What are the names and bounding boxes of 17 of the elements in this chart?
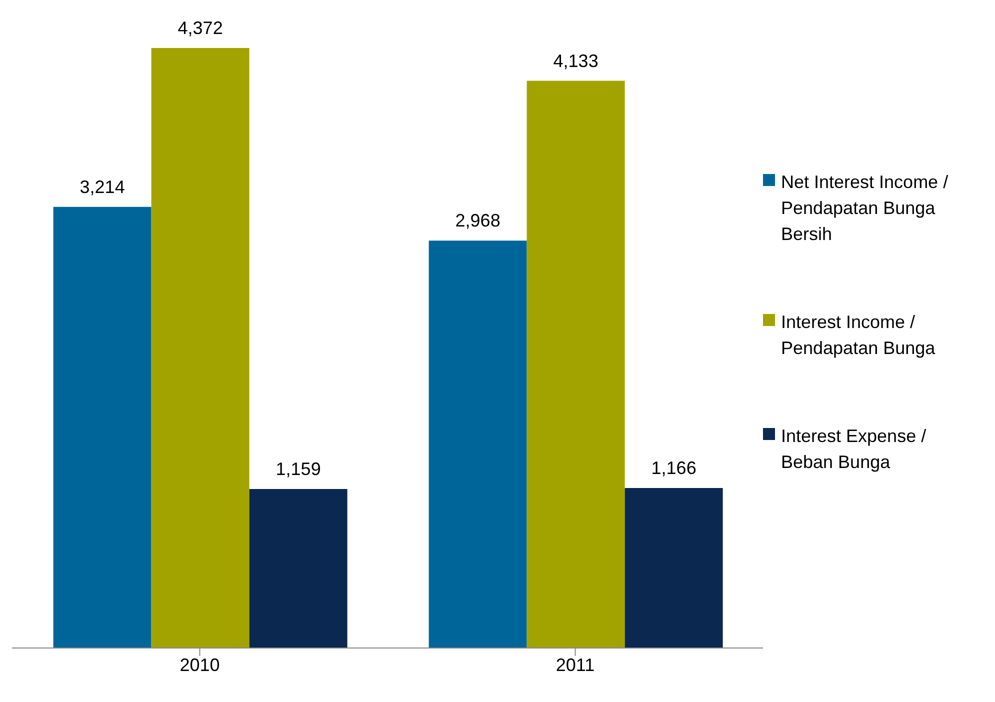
bar	[624, 488, 723, 648]
data-label: 1,166	[651, 458, 696, 478]
data-label: 2,968	[455, 210, 500, 231]
bar	[151, 48, 250, 648]
x-tick-label: 2010	[180, 654, 220, 675]
legend-label: Net Interest Income / Pendapatan Bunga Bersih	[781, 171, 950, 246]
data-label: 4,133	[553, 50, 598, 71]
data-label: 3,214	[80, 176, 125, 197]
bar	[428, 240, 527, 648]
legend-label: Interest Income / Pendapatan Bunga	[781, 311, 936, 360]
x-tick-label: 2011	[556, 654, 595, 675]
bar	[526, 80, 625, 648]
bar	[53, 206, 152, 648]
bar	[249, 488, 348, 648]
data-label: 1,159	[276, 458, 321, 479]
data-label: 4,372	[178, 18, 223, 38]
legend-label: Interest Expense / Beban Bunga	[781, 425, 928, 474]
